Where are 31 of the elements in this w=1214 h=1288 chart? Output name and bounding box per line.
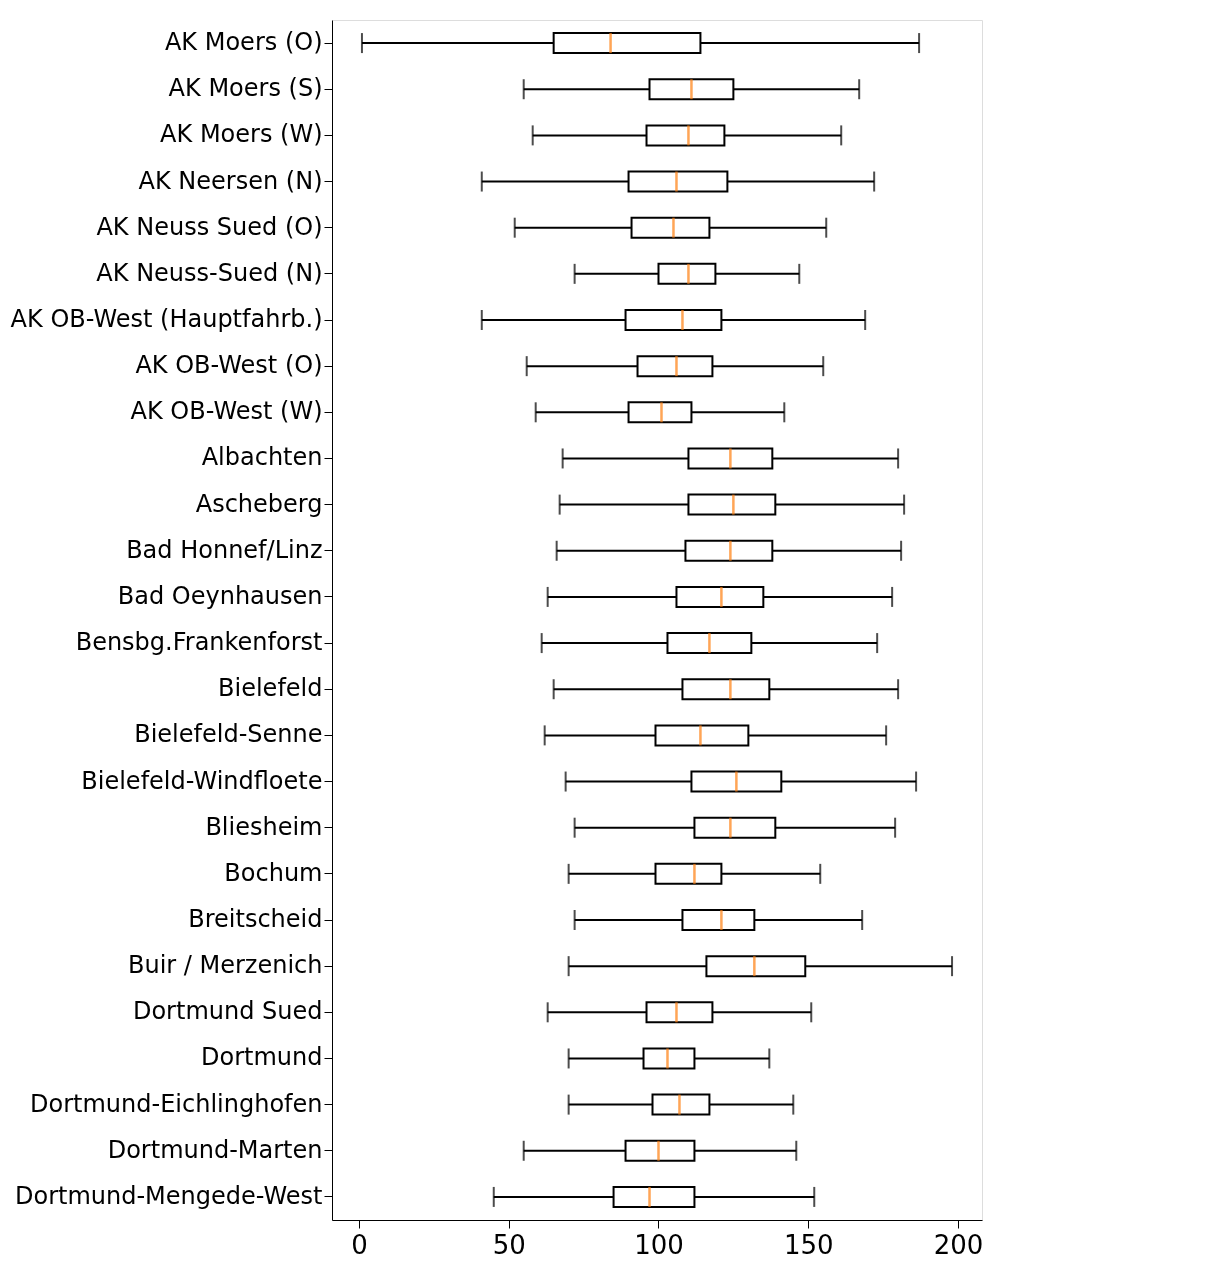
y-tick-label: Dortmund-Marten: [107, 1135, 323, 1164]
y-tick-label: AK Neersen (N): [138, 166, 323, 195]
x-tick-label: 200: [933, 1229, 984, 1260]
y-tick-label: Bielefeld-Windfloete: [81, 766, 323, 795]
y-tick-label: Dortmund-Mengede-West: [14, 1181, 323, 1210]
y-tick-label: Dortmund: [201, 1043, 323, 1072]
x-tick-label: 150: [783, 1229, 834, 1260]
y-tick-label: Dortmund Sued: [132, 997, 323, 1026]
y-tick-label: AK Moers (O): [164, 28, 323, 57]
y-tick-label: AK OB-West (O): [135, 351, 323, 380]
y-tick-label: Bliesheim: [205, 812, 323, 841]
y-tick-label: AK Moers (W): [160, 120, 323, 149]
y-tick-label: Bad Honnef/Linz: [126, 535, 323, 564]
y-tick-label: Dortmund-Eichlinghofen: [30, 1089, 323, 1118]
y-tick-label: Bad Oeynhausen: [117, 581, 323, 610]
y-tick-label: AK Neuss-Sued (N): [96, 258, 323, 287]
x-tick-label: 0: [351, 1229, 368, 1260]
y-tick-label: Bielefeld: [218, 674, 323, 703]
y-tick-label: Bielefeld-Senne: [134, 720, 323, 749]
y-tick-label: AK Moers (S): [168, 74, 323, 103]
y-tick-label: AK Neuss Sued (O): [96, 212, 323, 241]
y-tick-label: Ascheberg: [195, 489, 323, 518]
y-tick-label: Buir / Merzenich: [127, 951, 323, 980]
y-tick-label: Bochum: [224, 858, 323, 887]
x-tick-label: 100: [634, 1229, 684, 1260]
y-tick-label: AK OB-West (W): [130, 397, 323, 426]
x-tick-label: 50: [492, 1229, 526, 1260]
y-tick-label: Bensbg.Frankenforst: [75, 628, 323, 657]
y-tick-label: AK OB-West (Hauptfahrb.): [10, 305, 323, 333]
y-tick-label: Albachten: [201, 443, 323, 472]
y-tick-label: Breitscheid: [188, 905, 323, 933]
